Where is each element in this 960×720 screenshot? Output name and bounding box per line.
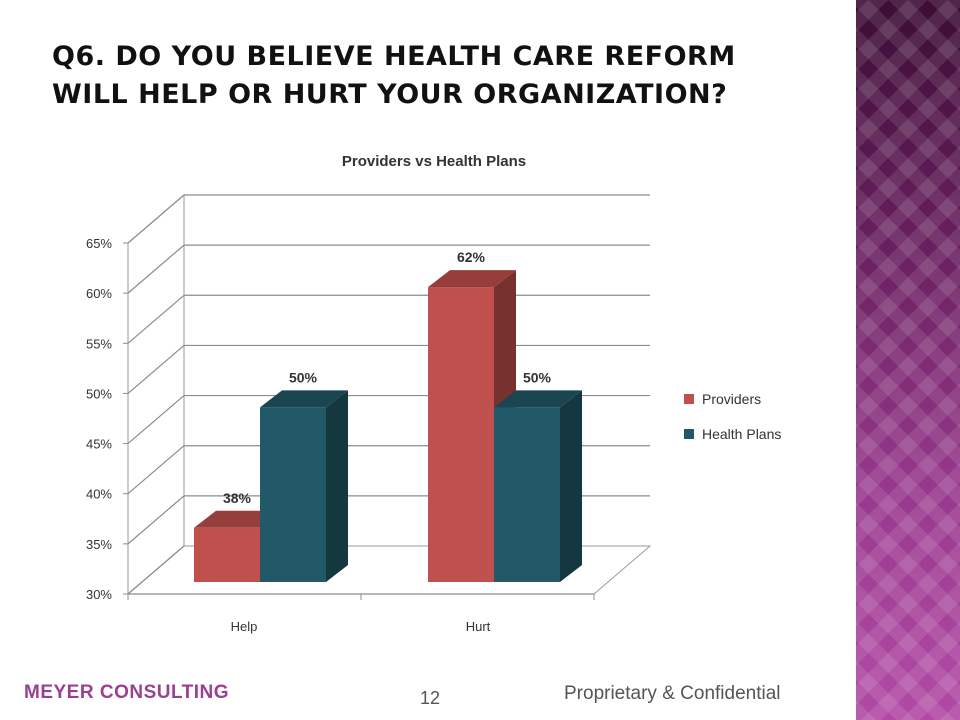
footer-confidential: Proprietary & Confidential (564, 683, 781, 704)
y-tick-label: 55% (86, 336, 112, 351)
slide-title: Q6. Do you believe health care reform wi… (52, 41, 736, 110)
legend-swatch-health-plans (684, 429, 694, 439)
side-wall (127, 193, 185, 596)
decorative-side-panel (856, 0, 960, 720)
data-label: 50% (523, 369, 552, 385)
footer-company: MEYER CONSULTING (24, 682, 230, 703)
bar-top (260, 390, 348, 408)
y-tick-label: 35% (86, 537, 112, 552)
legend-label-health-plans: Health Plans (702, 426, 781, 442)
x-tick-label: Hurt (466, 619, 491, 634)
bar-top (494, 390, 582, 408)
data-label: 50% (289, 369, 318, 385)
gridline-side (127, 244, 185, 294)
y-tick-label: 30% (86, 587, 112, 602)
y-tick-label: 40% (86, 487, 112, 502)
gridline-side (127, 445, 185, 495)
gridline-side (127, 344, 185, 394)
legend: Providers Health Plans (684, 391, 781, 442)
page-number: 12 (420, 688, 441, 708)
data-label: 62% (457, 249, 486, 265)
bar-top (428, 270, 516, 288)
x-tick-label: Help (231, 619, 258, 634)
legend-swatch-providers (684, 394, 694, 404)
bar-providers (194, 527, 260, 582)
gridline-side (127, 545, 185, 595)
y-tick-label: 60% (86, 286, 112, 301)
y-tick-label: 50% (86, 386, 112, 401)
y-tick-label: 45% (86, 437, 112, 452)
gridline-side (127, 495, 185, 545)
bar-health-plans (260, 407, 326, 582)
bar-providers (428, 287, 494, 582)
gridline-side (127, 395, 185, 445)
gridline-side (127, 194, 185, 244)
bar-side (326, 390, 348, 582)
bar-chart: Providers vs Health Plans 30% 35% 40% 45% 50… (86, 153, 781, 634)
data-label: 38% (223, 490, 252, 506)
y-tick-label: 65% (86, 236, 112, 251)
plot-area: 30% 35% 40% 45% 50% 55% 60% 65% Help Hurt 38% 50% 62… (86, 193, 652, 634)
gridline-side (127, 294, 185, 344)
bar-health-plans (494, 407, 560, 582)
chart-title: Providers vs Health Plans (342, 153, 526, 170)
legend-label-providers: Providers (702, 391, 761, 407)
bar-side (560, 390, 582, 582)
